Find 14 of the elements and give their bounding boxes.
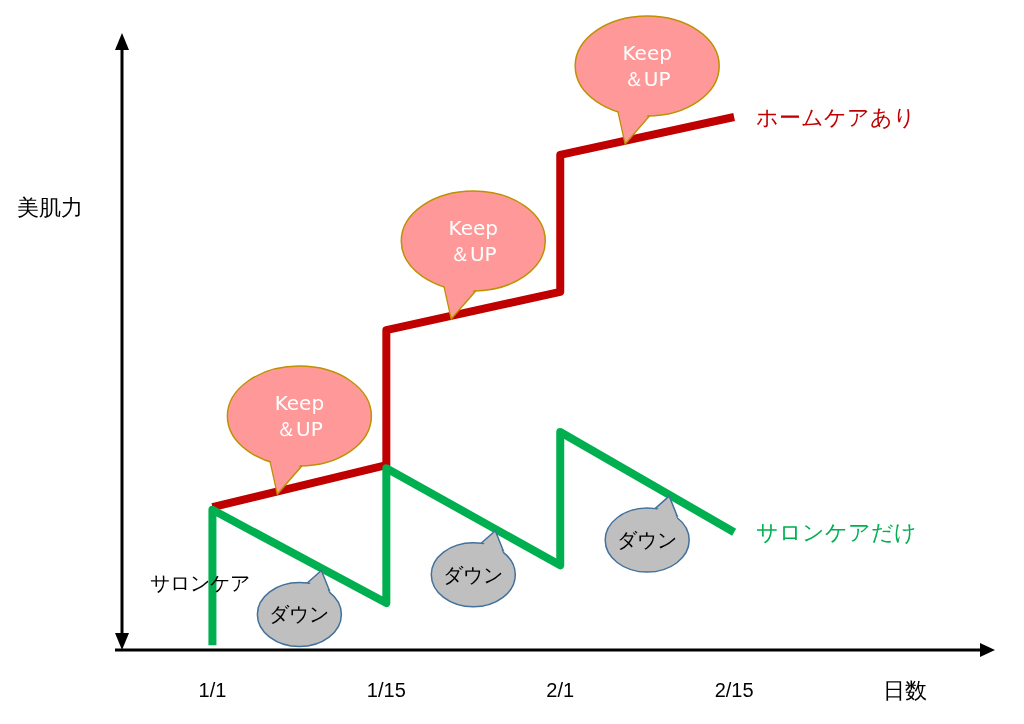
annotation: Keep ＆UP bbox=[448, 216, 499, 267]
series-label: ホームケアあり bbox=[756, 105, 917, 130]
x-tick-label: 1/1 bbox=[198, 679, 227, 701]
x-tick-label: 2/15 bbox=[714, 679, 754, 701]
x-tick-label: 2/1 bbox=[546, 679, 575, 701]
series-label: サロンケアだけ bbox=[756, 520, 918, 546]
y-axis-title: 美肌力 bbox=[17, 194, 83, 220]
annotation: Keep ＆UP bbox=[274, 391, 325, 442]
annotation: ダウン bbox=[269, 602, 330, 627]
x-axis-title: 日数 bbox=[883, 677, 927, 703]
text: Keep ＆UP bbox=[622, 40, 672, 91]
annotation: ダウン bbox=[443, 562, 504, 587]
annotation: ダウン bbox=[617, 528, 678, 553]
x-tick-label: 1/15 bbox=[366, 679, 406, 701]
